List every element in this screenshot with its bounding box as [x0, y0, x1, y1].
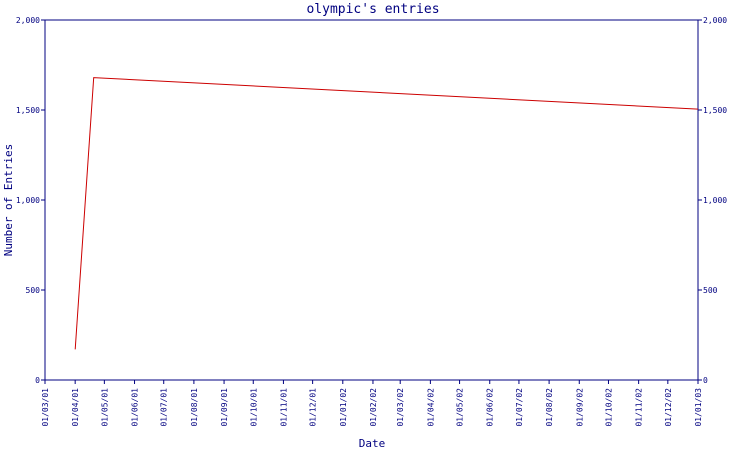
x-axis-title: Date	[359, 437, 386, 450]
x-tick-label: 01/09/01	[220, 388, 229, 427]
x-tick-label: 01/01/03	[694, 388, 703, 427]
left-y-tick-label: 2,000	[16, 16, 40, 25]
x-tick-label: 01/10/01	[249, 388, 258, 427]
x-tick-label: 01/01/02	[339, 388, 348, 427]
x-tick-label: 01/04/02	[426, 388, 435, 427]
right-y-tick-label: 1,500	[703, 106, 727, 115]
series-line	[74, 77, 699, 350]
x-tick-label: 01/05/01	[100, 388, 109, 427]
x-tick-label: 01/08/01	[190, 388, 199, 427]
x-tick-label: 01/07/02	[515, 388, 524, 427]
x-tick-label: 01/11/02	[635, 388, 644, 427]
x-tick-label: 01/03/02	[396, 388, 405, 427]
right-y-tick-label: 500	[703, 286, 718, 295]
x-tick-label: 01/07/01	[160, 388, 169, 427]
x-tick-label: 01/09/02	[575, 388, 584, 427]
x-tick-label: 01/06/02	[486, 388, 495, 427]
left-y-tick-label: 500	[26, 286, 41, 295]
series-group	[74, 77, 699, 350]
right-y-tick-label: 2,000	[703, 16, 727, 25]
right-y-tick-label: 0	[703, 376, 708, 385]
x-tick-label: 01/02/02	[369, 388, 378, 427]
x-tick-label: 01/12/02	[664, 388, 673, 427]
chart-title: olympic's entries	[306, 2, 439, 17]
x-tick-label: 01/10/02	[604, 388, 613, 427]
left-y-tick-label: 1,500	[16, 106, 40, 115]
left-y-tick-label: 1,000	[16, 196, 40, 205]
x-tick-label: 01/12/01	[309, 388, 318, 427]
x-tick-group: 01/03/01 01/04/01 01/05/01 01/06/01 01/07/01…	[41, 380, 703, 427]
x-tick-label: 01/06/01	[131, 388, 140, 427]
x-tick-label: 01/11/01	[279, 388, 288, 427]
left-y-tick-label: 0	[35, 376, 40, 385]
y-tick-group: 0 0 500 500 1,000 1,000 1,500 1,500 2,000 2,000	[16, 16, 727, 385]
x-tick-label: 01/05/02	[456, 388, 465, 427]
right-y-tick-label: 1,000	[703, 196, 727, 205]
x-tick-label: 01/03/01	[41, 388, 50, 427]
x-tick-label: 01/08/02	[545, 388, 554, 427]
x-tick-label: 01/04/01	[71, 388, 80, 427]
y-axis-title: Number of Entries	[2, 144, 15, 257]
